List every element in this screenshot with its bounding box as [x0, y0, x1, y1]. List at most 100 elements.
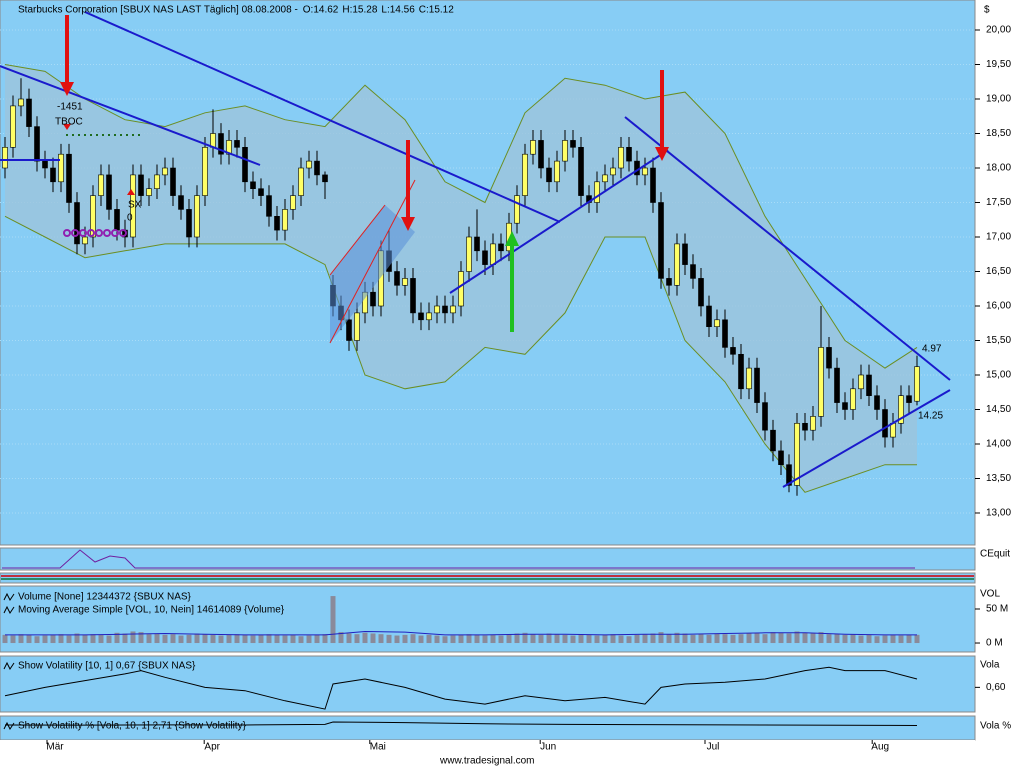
volume-bar — [482, 635, 488, 644]
time-axis — [0, 740, 975, 768]
candle-body — [858, 374, 864, 390]
green-arrow — [505, 231, 519, 332]
red-arrow — [60, 15, 74, 96]
candle-body — [290, 195, 296, 210]
candle-body — [170, 167, 176, 196]
volume-bar — [402, 634, 408, 644]
candle-body — [322, 174, 328, 183]
volume-bar — [354, 634, 360, 644]
volume-bar — [258, 634, 264, 644]
volume-bar — [770, 632, 776, 644]
volatility-pct-panel — [0, 715, 976, 741]
candle-body — [194, 195, 200, 238]
candle-body — [306, 160, 312, 169]
candle-body — [762, 402, 768, 431]
candle-body — [146, 188, 152, 196]
candle-body — [202, 147, 208, 196]
legend: Show Volatility % [Vola, 10, 1] 2,71 {Sh… — [18, 721, 247, 732]
candle-body — [530, 140, 536, 155]
volume-bar — [682, 633, 688, 644]
candle-body — [426, 312, 432, 321]
candle-body — [818, 347, 824, 417]
candle-body — [546, 167, 552, 183]
candle-body — [834, 367, 840, 403]
trend-line — [449, 149, 669, 294]
volume-bar — [618, 635, 624, 644]
candle-body — [82, 236, 88, 245]
candle-body — [714, 319, 720, 327]
volume-bar — [90, 634, 96, 644]
x-tick-label: Jul — [707, 742, 720, 753]
candle-body — [218, 133, 224, 155]
sell-marker — [63, 124, 71, 130]
volume-bar — [602, 634, 608, 644]
volume-bar — [242, 634, 248, 644]
candle-body — [618, 147, 624, 169]
candle-body — [298, 167, 304, 196]
panel-label: Vola % — [980, 721, 1011, 732]
volume-bar — [642, 634, 648, 644]
candle-body — [674, 243, 680, 286]
volume-bar — [898, 635, 904, 644]
candle-body — [346, 319, 352, 341]
volume-bar — [610, 634, 616, 644]
volume-bar — [730, 634, 736, 644]
volume-bar — [834, 633, 840, 644]
candle-body — [66, 153, 72, 203]
candle-body — [242, 147, 248, 183]
y-tick-label: 15,50 — [986, 335, 1011, 346]
candle-body — [906, 395, 912, 403]
candle-body — [874, 395, 880, 410]
volume-bar — [218, 635, 224, 644]
annotation: 0 — [127, 213, 133, 224]
candle-body — [114, 209, 120, 231]
panel-label: VOL — [980, 589, 1000, 600]
volume-bar — [818, 632, 824, 644]
volume-bar — [50, 634, 56, 644]
volume-bar — [154, 633, 160, 644]
volume-bar — [226, 634, 232, 644]
candle-body — [258, 188, 264, 196]
volume-bar — [58, 634, 64, 644]
x-tick-label: Mär — [46, 742, 64, 753]
volume-bar — [538, 634, 544, 644]
volume-bar — [690, 634, 696, 644]
candle-body — [450, 305, 456, 314]
candle-body — [642, 167, 648, 176]
volume-bar — [658, 632, 664, 644]
volume-bar — [162, 634, 168, 644]
candle-body — [138, 174, 144, 196]
volume-bar — [874, 636, 880, 644]
lower-band — [4, 215, 917, 493]
candle-body — [482, 250, 488, 265]
candle-body — [234, 140, 240, 148]
y-tick-label: 0 M — [986, 638, 1003, 649]
candle-body — [522, 153, 528, 196]
indicator-line — [4, 666, 918, 710]
volume-bar — [266, 634, 272, 644]
candle-body — [178, 195, 184, 210]
candle-body — [458, 271, 464, 307]
candle-body — [466, 236, 472, 272]
volume-bar — [122, 633, 128, 644]
volume-bar — [418, 635, 424, 644]
volume-bar — [586, 634, 592, 644]
candle-body — [666, 278, 672, 286]
volume-bar — [106, 635, 112, 644]
candle-body — [410, 278, 416, 314]
candles — [2, 78, 920, 726]
candle-body — [890, 422, 896, 438]
y-tick-label: 17,50 — [986, 197, 1011, 208]
red-arrow — [401, 140, 415, 231]
candle-body — [914, 366, 920, 402]
y-tick-label: 16,00 — [986, 301, 1011, 312]
candle-body — [658, 202, 664, 279]
trend-line — [0, 65, 261, 166]
red-arrow — [655, 70, 669, 161]
legend-icon — [3, 605, 15, 614]
y-tick-label: 15,00 — [986, 370, 1011, 381]
volume-bar — [706, 634, 712, 644]
volume-bar — [554, 634, 560, 644]
y-tick-label: 19,50 — [986, 59, 1011, 70]
